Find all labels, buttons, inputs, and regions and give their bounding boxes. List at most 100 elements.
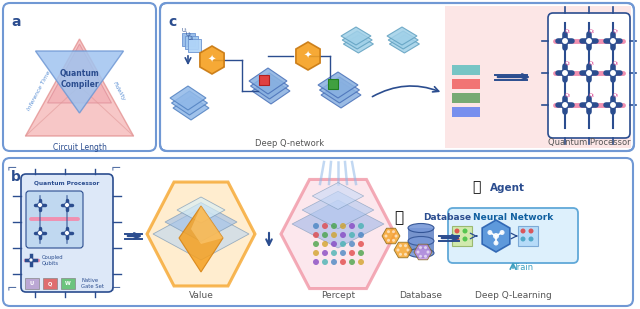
Polygon shape	[389, 35, 419, 53]
Polygon shape	[321, 82, 361, 108]
Circle shape	[38, 231, 42, 235]
Bar	[328, 79, 338, 89]
Text: Q₄: Q₄	[589, 28, 595, 33]
Circle shape	[520, 236, 525, 242]
Polygon shape	[200, 46, 224, 74]
Text: U₃: U₃	[188, 36, 194, 41]
Polygon shape	[252, 78, 290, 104]
Polygon shape	[292, 200, 384, 248]
Text: Fidelity: Fidelity	[112, 80, 127, 102]
Circle shape	[358, 250, 364, 256]
Text: Q₁: Q₁	[565, 28, 571, 33]
Polygon shape	[302, 191, 374, 229]
Text: Native
Gate Set: Native Gate Set	[81, 278, 104, 289]
Text: Quantum
Compiler: Quantum Compiler	[60, 69, 99, 89]
Polygon shape	[296, 42, 320, 70]
Circle shape	[331, 232, 337, 238]
Polygon shape	[281, 180, 395, 289]
Circle shape	[385, 235, 387, 238]
Polygon shape	[26, 39, 134, 136]
Polygon shape	[172, 91, 207, 115]
Text: Q: Q	[48, 281, 52, 286]
Text: Agent: Agent	[490, 183, 525, 193]
Polygon shape	[170, 86, 206, 110]
Circle shape	[349, 241, 355, 247]
Text: Percept: Percept	[321, 291, 355, 300]
Circle shape	[392, 239, 395, 242]
Circle shape	[349, 259, 355, 265]
Circle shape	[529, 228, 534, 234]
Bar	[408, 228, 434, 253]
Bar	[452, 79, 480, 89]
Polygon shape	[318, 72, 358, 98]
Circle shape	[424, 255, 427, 258]
Text: Quantum Processor: Quantum Processor	[35, 180, 100, 185]
Text: Database: Database	[399, 291, 442, 300]
Text: 🗄: 🗄	[394, 210, 404, 226]
Text: ✦: ✦	[208, 55, 216, 65]
Circle shape	[417, 251, 419, 253]
Circle shape	[426, 251, 429, 253]
Circle shape	[463, 236, 467, 242]
Text: a: a	[11, 15, 20, 29]
Text: ⌐: ⌐	[111, 281, 121, 294]
Bar	[452, 65, 480, 75]
Polygon shape	[147, 182, 255, 286]
Polygon shape	[177, 197, 225, 223]
Polygon shape	[179, 206, 223, 272]
Text: U: U	[30, 281, 34, 286]
Circle shape	[454, 236, 460, 242]
Circle shape	[493, 240, 499, 245]
Circle shape	[419, 255, 422, 258]
Circle shape	[38, 202, 42, 208]
Circle shape	[349, 223, 355, 229]
Text: Neural Network: Neural Network	[473, 213, 553, 222]
Polygon shape	[382, 228, 400, 244]
Circle shape	[331, 259, 337, 265]
Bar	[408, 228, 434, 253]
Polygon shape	[47, 44, 111, 103]
Polygon shape	[249, 68, 287, 94]
Circle shape	[65, 202, 70, 208]
FancyBboxPatch shape	[21, 174, 113, 292]
Text: Inference Time: Inference Time	[27, 70, 52, 112]
Bar	[184, 36, 198, 49]
Text: Q₈: Q₈	[613, 61, 619, 66]
Circle shape	[313, 232, 319, 238]
Text: Q₃: Q₃	[565, 92, 571, 98]
Polygon shape	[388, 31, 418, 49]
Circle shape	[404, 253, 407, 256]
Bar	[43, 278, 57, 289]
Circle shape	[399, 253, 402, 256]
FancyBboxPatch shape	[448, 208, 578, 263]
Circle shape	[561, 70, 568, 77]
Circle shape	[586, 70, 593, 77]
Circle shape	[561, 37, 568, 44]
Circle shape	[586, 37, 593, 44]
Text: Q₉: Q₉	[613, 92, 619, 98]
FancyBboxPatch shape	[548, 13, 630, 138]
Circle shape	[313, 241, 319, 247]
FancyBboxPatch shape	[160, 3, 634, 151]
Circle shape	[406, 248, 410, 252]
Circle shape	[322, 232, 328, 238]
Polygon shape	[387, 27, 417, 45]
Text: ⌐: ⌐	[7, 162, 17, 175]
Polygon shape	[482, 220, 510, 252]
Circle shape	[561, 101, 568, 108]
Polygon shape	[165, 202, 237, 242]
Circle shape	[358, 232, 364, 238]
Circle shape	[358, 241, 364, 247]
Circle shape	[340, 232, 346, 238]
Circle shape	[313, 250, 319, 256]
Circle shape	[463, 228, 467, 234]
Circle shape	[609, 37, 616, 44]
Bar	[452, 93, 480, 103]
Circle shape	[609, 70, 616, 77]
Text: ⌐: ⌐	[111, 162, 121, 175]
Text: Circuit Length: Circuit Length	[52, 142, 106, 151]
Polygon shape	[191, 206, 223, 244]
Bar	[452, 226, 472, 246]
Polygon shape	[344, 35, 373, 53]
Text: ✦: ✦	[304, 51, 312, 61]
